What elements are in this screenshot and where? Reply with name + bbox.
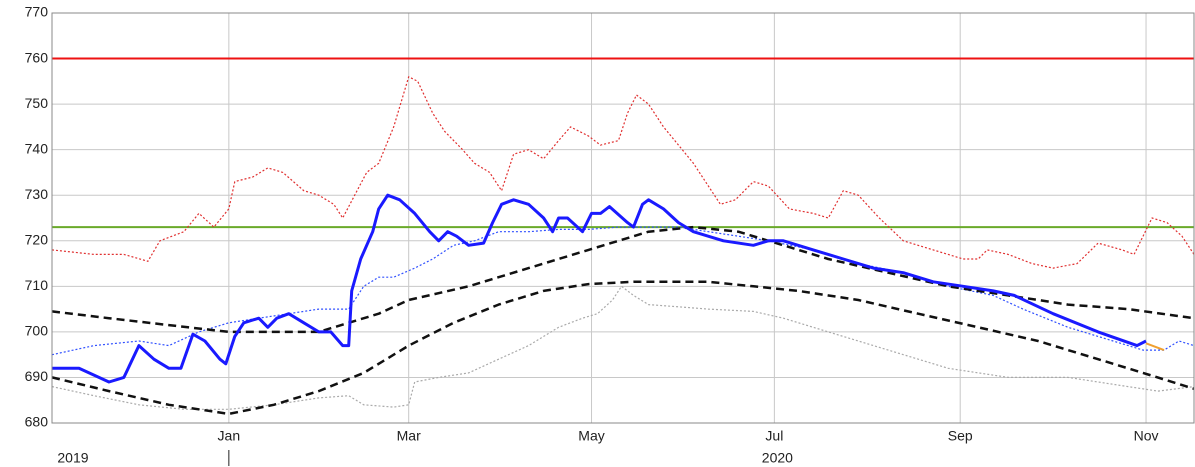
x-tick-label: Sep bbox=[948, 428, 973, 444]
x-tick-label: May bbox=[578, 428, 604, 444]
x-tick-label: Jul bbox=[765, 428, 783, 444]
series-line bbox=[51, 280, 1195, 416]
x-tick-label: Jan bbox=[218, 428, 241, 444]
year-label: 2019 bbox=[57, 450, 88, 466]
grid bbox=[52, 12, 1194, 424]
series-line bbox=[51, 225, 1195, 334]
series-line bbox=[1145, 342, 1165, 352]
y-tick-label: 690 bbox=[25, 368, 49, 384]
series-line bbox=[51, 226, 1195, 356]
year-label: 2020 bbox=[762, 450, 793, 466]
plot-frame bbox=[51, 12, 1195, 424]
y-tick-label: 750 bbox=[25, 95, 49, 111]
plot-lines bbox=[51, 57, 1195, 416]
y-tick-label: 760 bbox=[25, 49, 49, 65]
x-tick-label: Nov bbox=[1134, 428, 1159, 444]
y-tick-label: 720 bbox=[25, 231, 49, 247]
y-tick-label: 770 bbox=[25, 4, 49, 20]
y-tick-label: 680 bbox=[25, 414, 49, 430]
y-tick-label: 710 bbox=[25, 277, 49, 293]
y-tick-label: 700 bbox=[25, 323, 49, 339]
x-tick-label: Mar bbox=[397, 428, 421, 444]
series-line bbox=[52, 193, 1147, 384]
y-tick-label: 730 bbox=[25, 186, 49, 202]
series-line bbox=[51, 285, 1195, 410]
y-tick-label: 740 bbox=[25, 140, 49, 156]
series-line bbox=[51, 76, 1195, 269]
